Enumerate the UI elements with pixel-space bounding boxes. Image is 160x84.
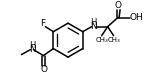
Text: O: O [40, 65, 47, 74]
Text: CH₃: CH₃ [95, 37, 108, 43]
Text: H: H [29, 41, 36, 50]
Text: O: O [115, 1, 122, 10]
Text: F: F [40, 19, 45, 28]
Text: CH₃: CH₃ [107, 37, 120, 43]
Text: N: N [90, 22, 96, 31]
Text: H: H [90, 18, 96, 27]
Text: OH: OH [130, 13, 143, 22]
Text: N: N [29, 45, 36, 54]
